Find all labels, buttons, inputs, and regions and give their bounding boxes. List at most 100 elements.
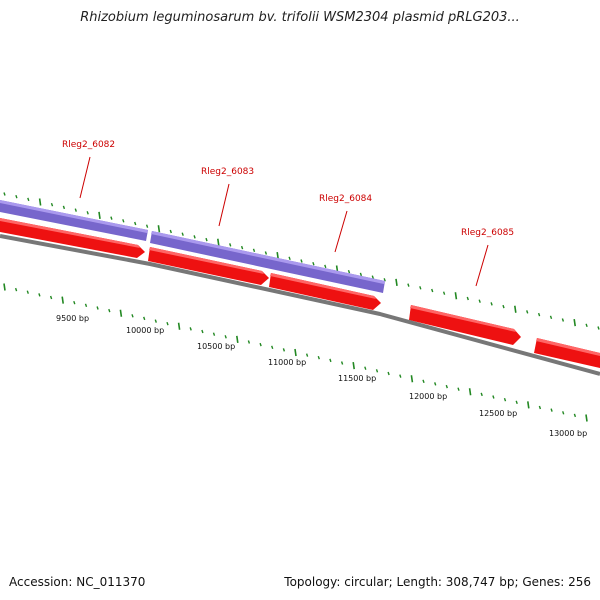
gene-label-rleg2-6083[interactable]: Rleg2_6083 xyxy=(201,167,254,177)
minor-tick xyxy=(264,251,268,255)
gene-arrow-5-highlight xyxy=(536,338,600,356)
minor-tick xyxy=(271,345,274,350)
gene-arrow-4[interactable] xyxy=(409,305,521,345)
minor-tick xyxy=(27,197,30,202)
minor-tick xyxy=(14,287,18,292)
minor-tick xyxy=(478,299,481,303)
gene-label-rleg2-6084[interactable]: Rleg2_6084 xyxy=(319,194,372,204)
minor-tick xyxy=(538,405,542,410)
inner-tick-track xyxy=(3,283,588,422)
minor-tick xyxy=(288,256,291,261)
minor-tick xyxy=(359,272,363,277)
minor-tick xyxy=(324,264,327,269)
minor-tick xyxy=(224,335,227,339)
minor-tick xyxy=(145,224,149,228)
minor-tick xyxy=(515,400,518,405)
gene-label-rleg2-6085[interactable]: Rleg2_6085 xyxy=(461,228,514,238)
minor-tick xyxy=(364,366,367,370)
minor-tick xyxy=(537,312,541,317)
leader-line xyxy=(218,183,230,227)
minor-tick xyxy=(143,316,146,321)
minor-tick xyxy=(526,310,529,314)
major-tick xyxy=(3,283,6,291)
minor-tick xyxy=(445,384,448,389)
minor-tick xyxy=(110,216,113,220)
scale-label: 10000 bp xyxy=(126,326,164,335)
minor-tick xyxy=(154,319,157,323)
minor-tick xyxy=(189,327,192,331)
leader-line xyxy=(475,244,489,287)
minor-tick xyxy=(240,245,244,250)
minor-tick xyxy=(305,353,309,357)
major-tick xyxy=(468,388,472,396)
minor-tick xyxy=(407,283,410,287)
scale-label: 9500 bp xyxy=(56,314,89,323)
leader-line xyxy=(334,210,348,253)
minor-tick xyxy=(419,286,422,290)
major-tick xyxy=(294,348,297,357)
minor-tick xyxy=(212,332,216,336)
minor-tick xyxy=(329,358,332,363)
gene-labels: Rleg2_6082 Rleg2_6083 Rleg2_6084 Rleg2_6… xyxy=(62,140,514,238)
minor-tick xyxy=(134,221,137,226)
minor-tick xyxy=(399,374,402,378)
minor-tick xyxy=(73,300,76,305)
minor-tick xyxy=(3,192,6,196)
minor-tick xyxy=(480,392,483,397)
gene-arrow-1[interactable] xyxy=(0,218,145,258)
minor-tick xyxy=(62,205,66,210)
minor-tick xyxy=(166,321,169,326)
major-tick xyxy=(410,375,414,383)
minor-tick xyxy=(131,314,134,318)
major-tick xyxy=(514,305,517,313)
minor-tick xyxy=(347,269,351,274)
major-tick xyxy=(98,211,101,220)
major-tick xyxy=(157,225,161,233)
scale-label: 12000 bp xyxy=(409,392,447,401)
scale-labels: 9500 bp 10000 bp 10500 bp 11000 bp 11500… xyxy=(56,314,587,438)
major-tick xyxy=(61,296,64,304)
major-tick xyxy=(177,322,181,330)
major-tick xyxy=(527,401,530,409)
gene-arrow-3[interactable] xyxy=(269,273,381,310)
minor-tick xyxy=(375,369,379,373)
minor-tick xyxy=(84,303,88,308)
minor-tick xyxy=(573,413,577,418)
leader-line xyxy=(79,156,91,199)
gene-arrow-2[interactable] xyxy=(148,247,269,285)
purple-feature-track xyxy=(0,200,385,293)
minor-tick xyxy=(457,387,460,391)
minor-tick xyxy=(201,329,204,334)
minor-tick xyxy=(50,202,54,207)
minor-tick xyxy=(431,288,434,293)
gene-arrow-5[interactable] xyxy=(534,338,600,368)
minor-tick xyxy=(96,306,99,310)
minor-tick xyxy=(387,371,390,376)
minor-tick xyxy=(193,235,196,239)
minor-tick xyxy=(312,261,315,266)
purple-feature-2-highlight xyxy=(151,231,385,284)
minor-tick xyxy=(15,194,18,199)
purple-feature-2[interactable] xyxy=(150,231,385,293)
gene-label-rleg2-6082[interactable]: Rleg2_6082 xyxy=(62,140,115,150)
minor-tick xyxy=(561,318,565,322)
minor-tick xyxy=(229,243,232,247)
gene-arrow-1-highlight xyxy=(0,218,140,248)
minor-tick xyxy=(371,275,374,279)
minor-tick xyxy=(86,211,89,215)
minor-tick xyxy=(597,326,600,330)
minor-tick xyxy=(422,379,425,384)
minor-tick xyxy=(205,237,208,242)
genome-summary-text: Topology: circular; Length: 308,747 bp; … xyxy=(284,575,591,589)
minor-tick xyxy=(562,411,565,415)
major-tick xyxy=(454,292,458,300)
minor-tick xyxy=(490,302,493,306)
minor-tick xyxy=(74,208,77,212)
backbone-line xyxy=(0,234,600,376)
minor-tick xyxy=(169,229,172,234)
gene-arrow-3-highlight xyxy=(270,273,376,299)
minor-tick xyxy=(252,248,256,253)
minor-tick xyxy=(108,308,111,313)
major-tick xyxy=(236,335,239,344)
